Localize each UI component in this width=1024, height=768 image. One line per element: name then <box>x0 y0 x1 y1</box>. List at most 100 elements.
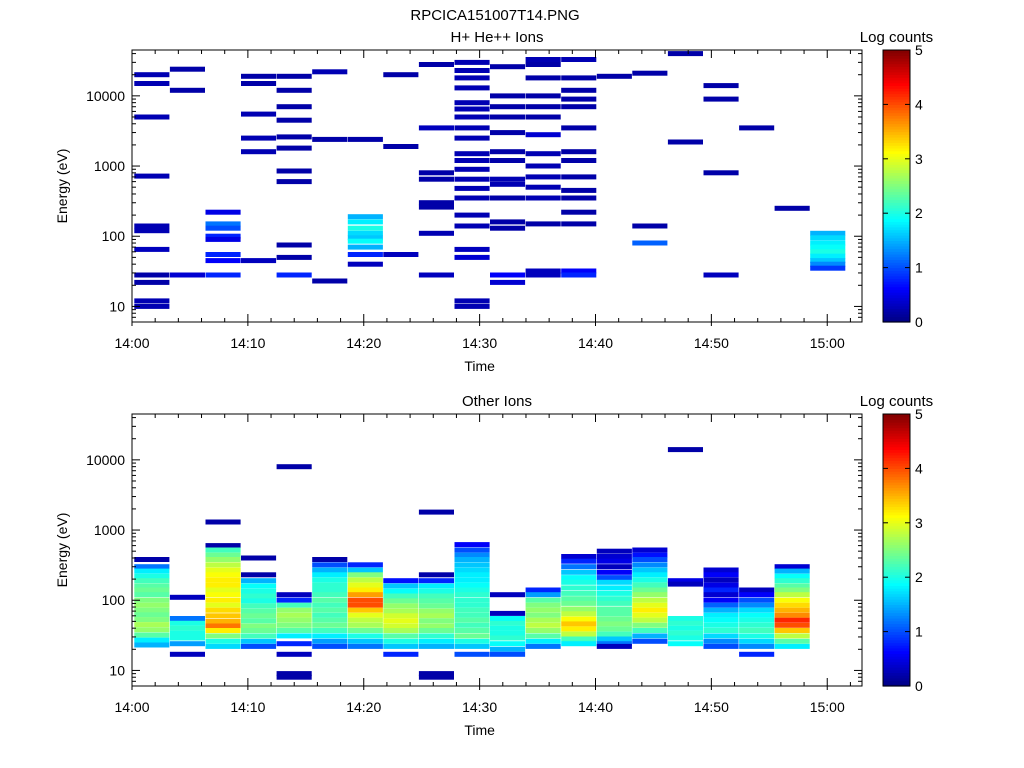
colorbar-segment <box>883 628 910 633</box>
heatmap-cell <box>241 81 277 86</box>
heatmap-cell <box>312 607 348 613</box>
colorbar-segment <box>883 414 910 418</box>
colorbar-segment <box>883 492 910 497</box>
colorbar-segment <box>883 297 910 301</box>
heatmap-cell <box>312 587 348 593</box>
colorbar-segment <box>883 609 910 614</box>
heatmap-cell <box>454 151 490 157</box>
heatmap-cell <box>312 592 348 598</box>
colorbar-segment <box>883 186 910 190</box>
heatmap-cell <box>561 195 597 201</box>
heatmap-cell <box>774 205 810 211</box>
colorbar-segment <box>883 158 910 163</box>
heatmap-cell <box>169 625 205 631</box>
heatmap-cell <box>347 597 383 603</box>
heatmap-cell <box>490 635 526 641</box>
heatmap-cell <box>383 628 419 633</box>
heatmap-cell <box>810 265 846 271</box>
heatmap-cell <box>276 168 312 174</box>
heatmap-cell <box>703 597 739 603</box>
heatmap-cell <box>205 643 241 649</box>
heatmap-cell <box>774 597 810 603</box>
heatmap-cell <box>454 303 490 309</box>
heatmap-cell <box>383 252 419 257</box>
heatmap-cell <box>596 590 632 596</box>
heatmap-cell <box>169 87 205 93</box>
colorbar-segment <box>883 256 910 261</box>
colorbar-segment <box>883 539 910 543</box>
heatmap-cell <box>312 567 348 573</box>
colorbar-segment <box>883 308 910 312</box>
colorbar-segment <box>883 563 910 567</box>
heatmap-cell <box>134 637 170 643</box>
heatmap-cell <box>418 230 454 236</box>
heatmap-cell <box>169 630 205 636</box>
colorbar-segment <box>883 319 910 323</box>
colorbar-segment <box>883 302 910 307</box>
colorbar-segment <box>883 593 910 597</box>
plot-frame <box>131 49 863 323</box>
heatmap-cell <box>739 602 775 608</box>
colorbar-segment <box>883 452 910 456</box>
heatmap-cell <box>134 622 170 628</box>
heatmap-cell <box>134 627 170 633</box>
colorbar-segment <box>883 631 910 635</box>
colorbar-segment <box>883 528 910 532</box>
heatmap-cell <box>347 582 383 588</box>
heatmap-cell <box>561 558 597 564</box>
colorbar-segment <box>883 566 910 570</box>
heatmap-cell <box>561 611 597 617</box>
heatmap-cell <box>134 632 170 638</box>
colorbar-segment <box>883 449 910 453</box>
heatmap-cell <box>134 72 170 78</box>
heatmap-cell <box>205 633 241 639</box>
colorbar-segment <box>883 468 910 472</box>
colorbar-segment <box>883 63 910 67</box>
colorbar-segment <box>883 292 910 296</box>
heatmap-cell <box>561 606 597 612</box>
colorbar-segment <box>883 612 910 616</box>
heatmap-cell <box>454 75 490 81</box>
colorbar-segment <box>883 514 910 518</box>
heatmap-cell <box>454 651 490 657</box>
heatmap-cell <box>241 643 277 649</box>
heatmap-cell <box>276 117 312 123</box>
heatmap-cell <box>739 597 775 603</box>
heatmap-cell <box>276 254 312 260</box>
colorbar-segment <box>883 471 910 475</box>
heatmap-cell <box>454 572 490 578</box>
colorbar-segment <box>883 555 910 559</box>
heatmap-cell <box>739 587 775 593</box>
heatmap-cell <box>490 130 526 136</box>
colorbar-segment <box>883 590 910 595</box>
heatmap-cell <box>703 592 739 598</box>
y-tick-label: 100 <box>102 228 126 244</box>
heatmap-cell <box>383 638 419 644</box>
heatmap-cell <box>276 145 312 151</box>
heatmap-cell <box>312 628 348 633</box>
y-tick-label: 1000 <box>94 522 125 538</box>
colorbar-segment <box>883 571 910 576</box>
heatmap-cell <box>205 233 241 239</box>
heatmap-cell <box>241 555 277 561</box>
heatmap-cell <box>418 643 454 649</box>
heatmap-cell <box>454 638 490 644</box>
heatmap-cell <box>561 600 597 606</box>
x-tick-label: 14:30 <box>462 699 497 715</box>
colorbar-segment <box>883 522 910 527</box>
heatmap-cell <box>810 249 846 255</box>
colorbar-segment <box>883 650 910 654</box>
heatmap-cell <box>525 221 561 227</box>
heatmap-cell <box>276 612 312 618</box>
heatmap-cell <box>454 106 490 112</box>
heatmap-cell <box>312 136 348 142</box>
colorbar-segment <box>883 680 910 684</box>
heatmap-cell <box>810 235 846 241</box>
colorbar-segment <box>883 251 910 255</box>
heatmap-cell <box>347 622 383 628</box>
heatmap-cell <box>739 612 775 618</box>
heatmap-cell <box>383 651 419 657</box>
heatmap-cell <box>312 278 348 284</box>
